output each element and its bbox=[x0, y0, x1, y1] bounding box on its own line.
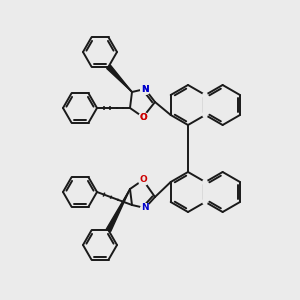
Text: O: O bbox=[139, 112, 147, 122]
Text: N: N bbox=[141, 85, 149, 94]
Text: N: N bbox=[141, 85, 149, 94]
Polygon shape bbox=[107, 65, 132, 92]
Text: O: O bbox=[139, 176, 147, 184]
Text: N: N bbox=[141, 203, 149, 212]
Text: O: O bbox=[139, 112, 147, 122]
Polygon shape bbox=[106, 189, 130, 231]
